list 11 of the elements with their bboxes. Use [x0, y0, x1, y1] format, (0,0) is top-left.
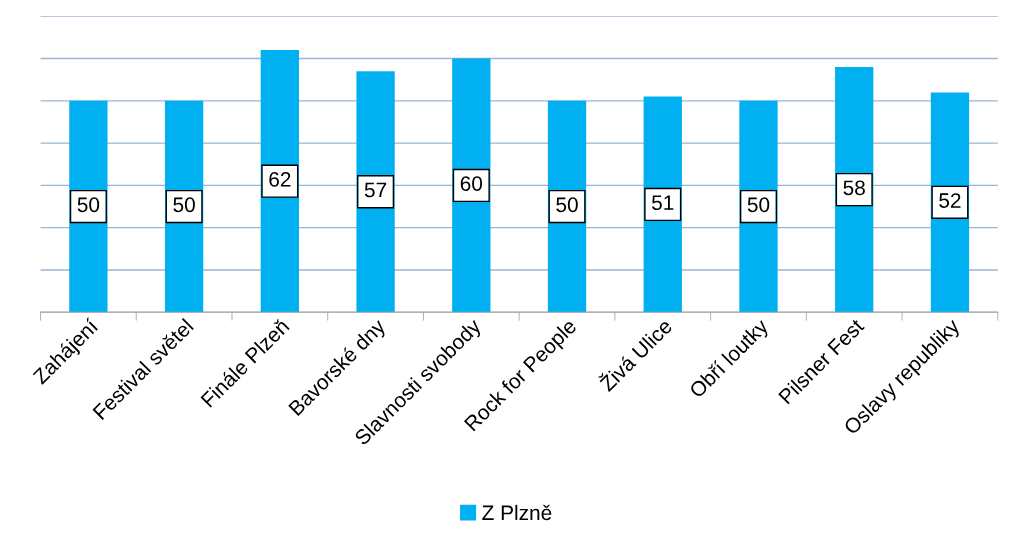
data-label: 50	[77, 197, 100, 213]
data-label: 50	[556, 197, 578, 213]
data-label: 52	[939, 193, 961, 208]
data-label: 50	[747, 197, 770, 213]
data-label: 57	[364, 182, 387, 198]
data-label: 51	[652, 195, 674, 211]
data-label: 58	[843, 180, 865, 196]
data-label: 50	[173, 197, 195, 213]
data-label: 60	[460, 176, 483, 191]
data-label: 62	[269, 172, 291, 187]
legend-label: Z Plzně	[482, 504, 552, 521]
